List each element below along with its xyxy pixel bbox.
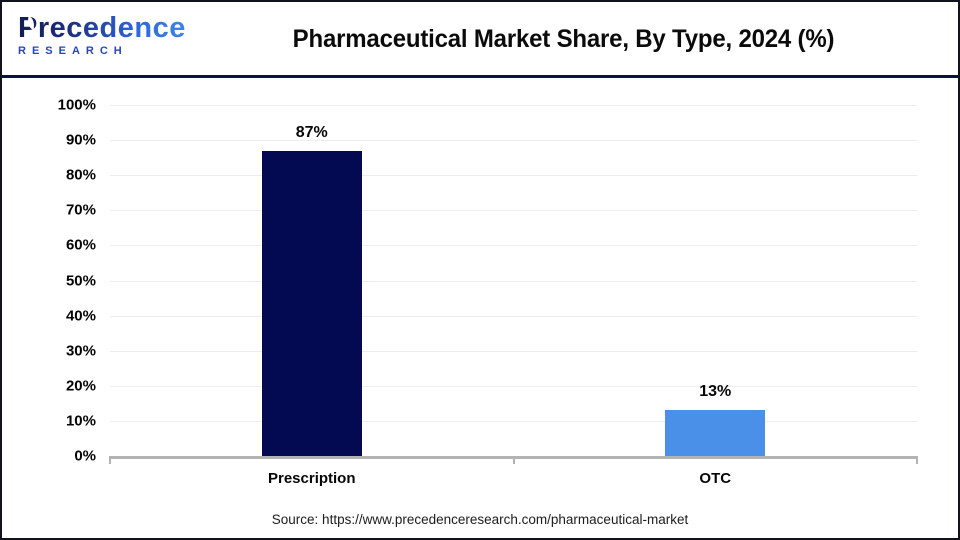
gridline (110, 210, 917, 212)
gridline (110, 420, 917, 422)
y-axis-tick-label: 100% (57, 96, 96, 114)
bar-prescription (261, 150, 362, 456)
gridline (110, 140, 917, 142)
y-axis-tick-label: 40% (65, 307, 96, 325)
logo-text-precedence: Precedence (18, 12, 186, 44)
x-axis-category-label: Prescription (267, 470, 356, 487)
logo-wordmark: Precedence (18, 14, 186, 43)
y-axis-tick-label: 70% (65, 201, 96, 219)
x-axis-tick (512, 456, 515, 464)
y-axis-tick-label: 10% (65, 412, 96, 430)
x-axis-category-label: OTC (699, 470, 732, 487)
gridline (110, 245, 917, 247)
y-axis-tick-label: 60% (65, 236, 96, 254)
source-attribution: Source: https://www.precedenceresearch.c… (271, 512, 689, 527)
logo-text-research: RESEARCH (18, 45, 128, 57)
gridline (110, 350, 917, 352)
bar-value-label: 87% (295, 123, 328, 141)
plot-area: 0% 10% 20% 30% 40% 50% 60% 70% 80% 90% 100% 87% Pres… (58, 98, 918, 486)
gridline (110, 385, 917, 387)
header: Precedence RESEARCH Pharmaceutical Marke… (0, 0, 960, 78)
gridline (110, 105, 917, 106)
precedence-research-logo: Precedence RESEARCH (18, 14, 238, 57)
y-axis-tick-label: 80% (65, 166, 96, 184)
gridline (110, 175, 917, 177)
y-axis-tick-label: 30% (65, 342, 96, 360)
x-axis-tick (916, 456, 918, 464)
y-axis-tick-label: 20% (65, 377, 96, 395)
bar-otc (665, 410, 766, 456)
y-axis-tick-label: 90% (65, 131, 96, 149)
x-axis-tick (109, 456, 111, 464)
y-axis-tick-label: 50% (65, 272, 96, 289)
bar-value-label: 13% (699, 383, 732, 401)
gridline (110, 315, 917, 317)
gridline (110, 280, 917, 282)
y-axis-tick-label: 0% (74, 447, 96, 465)
chart-title: Pharmaceutical Market Share, By Type, 20… (292, 24, 835, 53)
